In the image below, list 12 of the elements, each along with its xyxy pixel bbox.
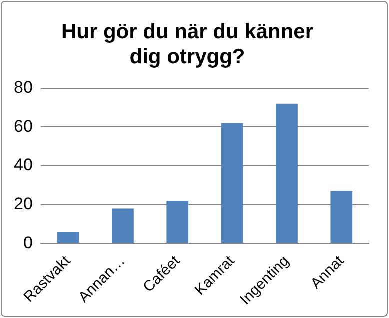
y-tick-label: 80 bbox=[14, 78, 33, 98]
chart-title: Hur gör du när du känner dig otrygg? bbox=[61, 20, 314, 69]
bar bbox=[221, 123, 244, 244]
y-tick-label: 20 bbox=[14, 194, 33, 214]
y-tick-label: 0 bbox=[23, 233, 33, 252]
bar bbox=[276, 104, 298, 244]
y-tick-label: 60 bbox=[14, 116, 33, 136]
bar bbox=[166, 200, 189, 244]
bar bbox=[330, 191, 353, 244]
y-tick-label: 40 bbox=[14, 156, 33, 175]
bar bbox=[57, 232, 80, 244]
bar bbox=[112, 208, 134, 244]
